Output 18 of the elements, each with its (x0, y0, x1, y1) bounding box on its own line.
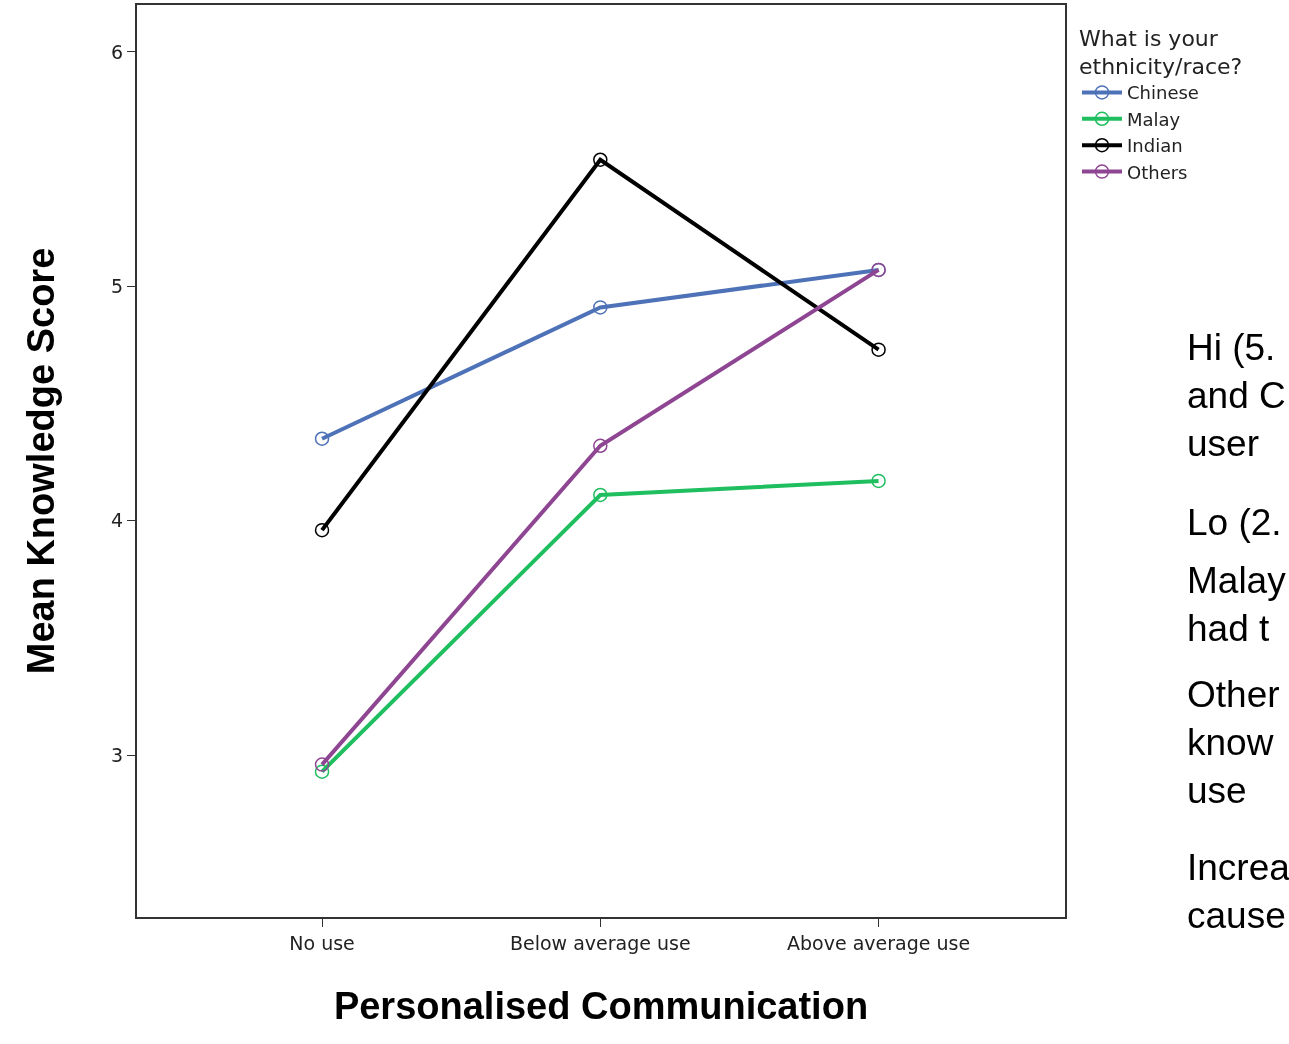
y-tick-label: 3 (111, 743, 124, 766)
y-tick-label: 4 (111, 509, 124, 532)
text: Other know use (1187, 674, 1280, 812)
x-tick-label: Below average use (509, 931, 691, 954)
y-axis-title: Mean Knowledge Score (19, 247, 62, 675)
y-tick-label: 6 (111, 40, 124, 63)
text: Malay had t (1187, 560, 1287, 650)
legend-label: Chinese (1127, 82, 1199, 104)
x-tick-label: Above average use (787, 931, 971, 954)
x-axis-title: Personalised Communication (333, 985, 869, 1028)
legend-label: Indian (1127, 135, 1183, 157)
legend-title: What is your ethnicity/race? (1079, 25, 1243, 80)
text: Hi (5. and C user (1187, 327, 1286, 465)
legend-label: Malay (1127, 108, 1181, 130)
text: Lo (2. (1187, 502, 1282, 543)
legend-label: Others (1127, 161, 1188, 183)
x-tick-label: No use (289, 931, 355, 954)
y-tick-label: 5 (111, 274, 124, 297)
